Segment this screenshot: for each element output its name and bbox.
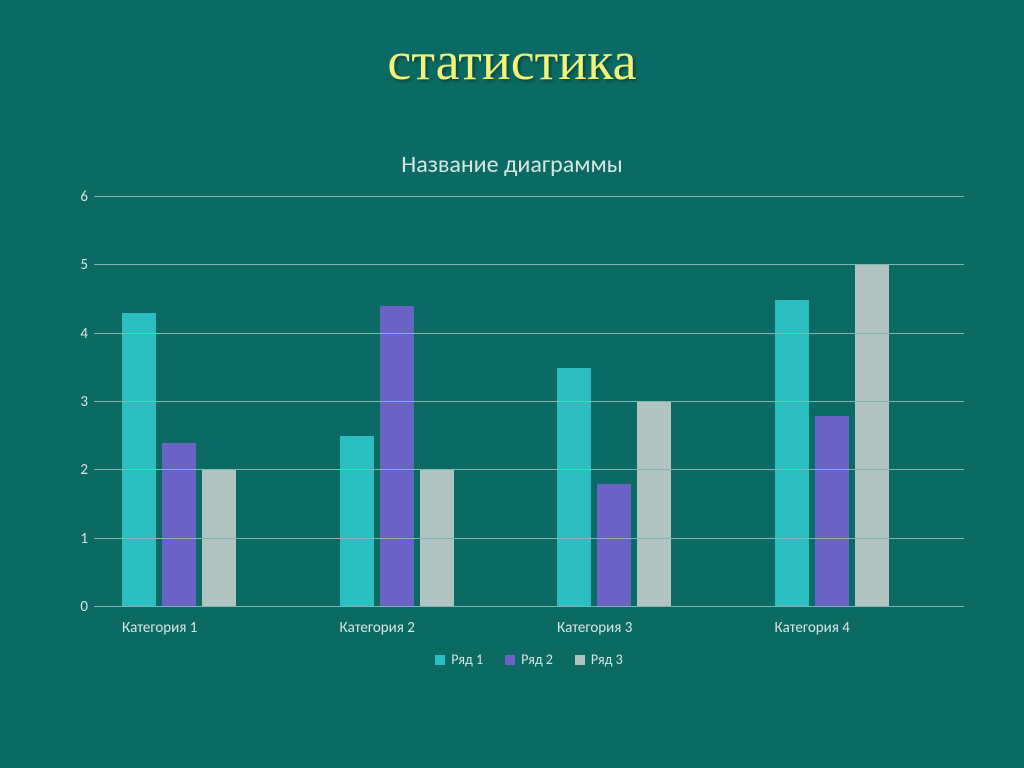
bar: [340, 436, 374, 607]
gridline: [94, 264, 964, 265]
legend-swatch: [575, 655, 585, 665]
legend-item: Ряд 1: [435, 651, 483, 668]
legend-swatch: [435, 655, 445, 665]
legend-swatch: [505, 655, 515, 665]
y-tick-label: 3: [80, 393, 88, 411]
plot-row: 0123456: [60, 197, 964, 607]
x-axis: Категория 1Категория 2Категория 3Категор…: [94, 619, 964, 637]
legend-item: Ряд 3: [575, 651, 623, 668]
gridline: [94, 333, 964, 334]
plot-area: [94, 197, 964, 607]
page-title: статистика: [0, 0, 1024, 92]
bar-group: [747, 197, 965, 607]
bar: [815, 416, 849, 607]
y-tick-label: 2: [80, 461, 88, 479]
gridline: [94, 469, 964, 470]
legend: Ряд 1 Ряд 2 Ряд 3: [94, 651, 964, 668]
bar: [420, 470, 454, 607]
x-tick-label: Категория 2: [312, 619, 530, 637]
gridline: [94, 606, 964, 607]
bar-group: [529, 197, 747, 607]
bar: [122, 313, 156, 607]
chart: Название диаграммы 0123456 Категория 1Ка…: [60, 150, 964, 710]
gridline: [94, 401, 964, 402]
y-tick-label: 4: [80, 325, 88, 343]
bar: [202, 470, 236, 607]
x-tick-label: Категория 3: [529, 619, 747, 637]
bar-group: [312, 197, 530, 607]
gridline: [94, 196, 964, 197]
bar: [775, 300, 809, 608]
y-tick-label: 1: [80, 530, 88, 548]
y-tick-label: 6: [80, 188, 88, 206]
legend-label: Ряд 2: [521, 651, 553, 668]
bar: [597, 484, 631, 607]
bar: [380, 306, 414, 607]
bar: [557, 368, 591, 607]
x-tick-label: Категория 1: [94, 619, 312, 637]
y-tick-label: 5: [80, 256, 88, 274]
legend-label: Ряд 1: [451, 651, 483, 668]
slide: статистика Название диаграммы 0 1 2 3 4 5 6 Ка…: [0, 0, 1024, 768]
bar: [162, 443, 196, 607]
gridline: [94, 538, 964, 539]
y-axis: 0123456: [60, 197, 94, 607]
bar-group: [94, 197, 312, 607]
y-tick-label: 0: [80, 598, 88, 616]
legend-label: Ряд 3: [591, 651, 623, 668]
bar: [637, 402, 671, 607]
x-tick-label: Категория 4: [747, 619, 965, 637]
bar: [855, 265, 889, 607]
chart-title: Название диаграммы: [60, 150, 964, 179]
bar-groups: [94, 197, 964, 607]
legend-item: Ряд 2: [505, 651, 553, 668]
